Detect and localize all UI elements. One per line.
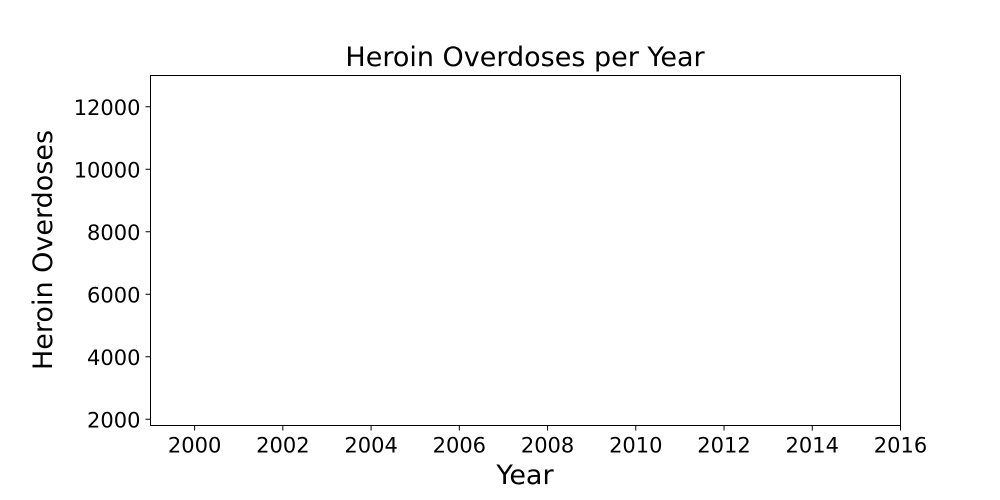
y-tick-label: 12000 bbox=[74, 96, 141, 120]
y-axis-title: Heroin Overdoses bbox=[28, 130, 59, 370]
chart-title: Heroin Overdoses per Year bbox=[345, 42, 705, 73]
x-tick-label: 2002 bbox=[256, 434, 309, 458]
x-tick-label: 2000 bbox=[168, 434, 221, 458]
x-tick-label: 2012 bbox=[697, 434, 750, 458]
x-tick-label: 2008 bbox=[521, 434, 574, 458]
y-tick-label: 2000 bbox=[87, 408, 140, 432]
x-tick-label: 2016 bbox=[874, 434, 927, 458]
y-tick-label: 8000 bbox=[87, 221, 140, 245]
x-tick-label: 2010 bbox=[609, 434, 662, 458]
y-tick-label: 6000 bbox=[87, 283, 140, 307]
x-tick-label: 2004 bbox=[344, 434, 397, 458]
plot-area bbox=[150, 75, 901, 426]
y-tick-label: 10000 bbox=[74, 158, 141, 182]
y-axis: 2000 4000 6000 8000 10000 12000 bbox=[74, 96, 151, 432]
x-axis-title: Year bbox=[495, 460, 554, 491]
x-tick-label: 2006 bbox=[433, 434, 486, 458]
y-tick-label: 4000 bbox=[87, 346, 140, 370]
x-axis: 2000 2002 2004 2006 2008 2010 2012 2014 2016 bbox=[168, 425, 927, 458]
x-tick-label: 2014 bbox=[786, 434, 839, 458]
